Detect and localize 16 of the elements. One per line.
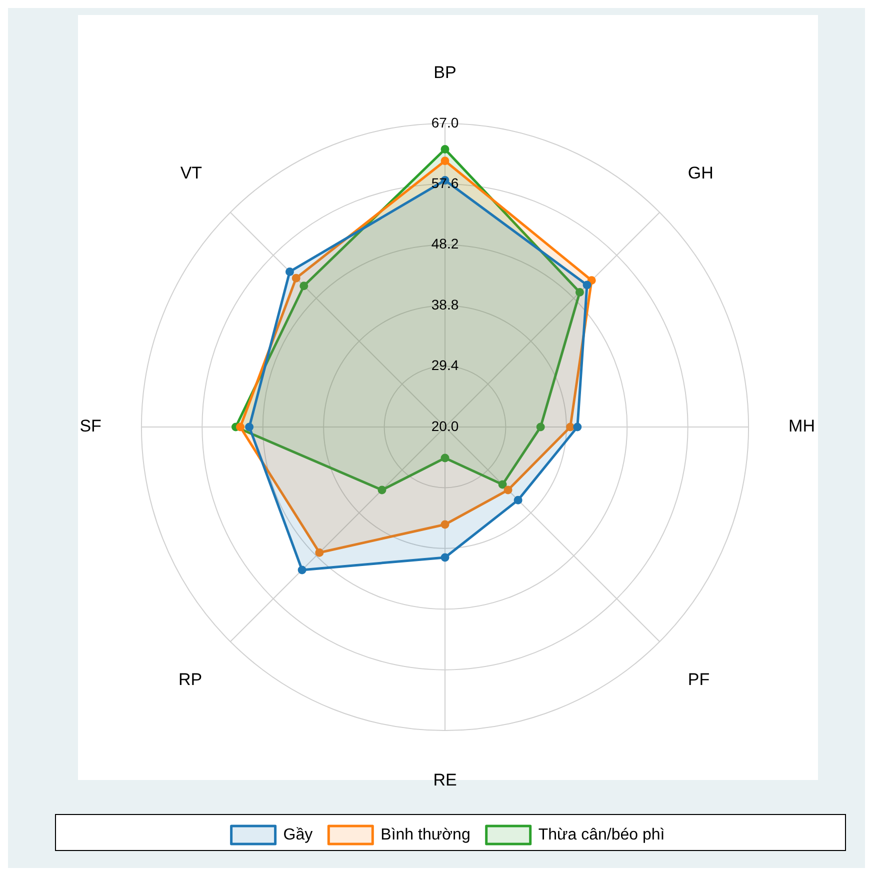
- legend-label: Bình thường: [380, 826, 470, 844]
- spoke-label: SF: [80, 416, 102, 436]
- spoke-label: VT: [180, 164, 202, 183]
- y-tick-label: 48.2: [431, 236, 459, 252]
- legend-label: Thừa cân/béo phì: [538, 826, 665, 844]
- y-tick-label: 38.8: [431, 296, 459, 312]
- y-tick-label: 29.4: [431, 357, 459, 374]
- spoke-label: RE: [433, 770, 457, 790]
- spoke-label: BP: [434, 62, 456, 82]
- legend-label: Gầy: [283, 826, 313, 844]
- spoke-label: PF: [688, 670, 710, 689]
- y-tick-label: 20.0: [431, 418, 459, 434]
- spoke-label: RP: [178, 670, 202, 689]
- y-tick-label: 67.0: [431, 114, 459, 130]
- spoke-label: GH: [688, 164, 714, 183]
- spoke-label: MH: [788, 416, 816, 436]
